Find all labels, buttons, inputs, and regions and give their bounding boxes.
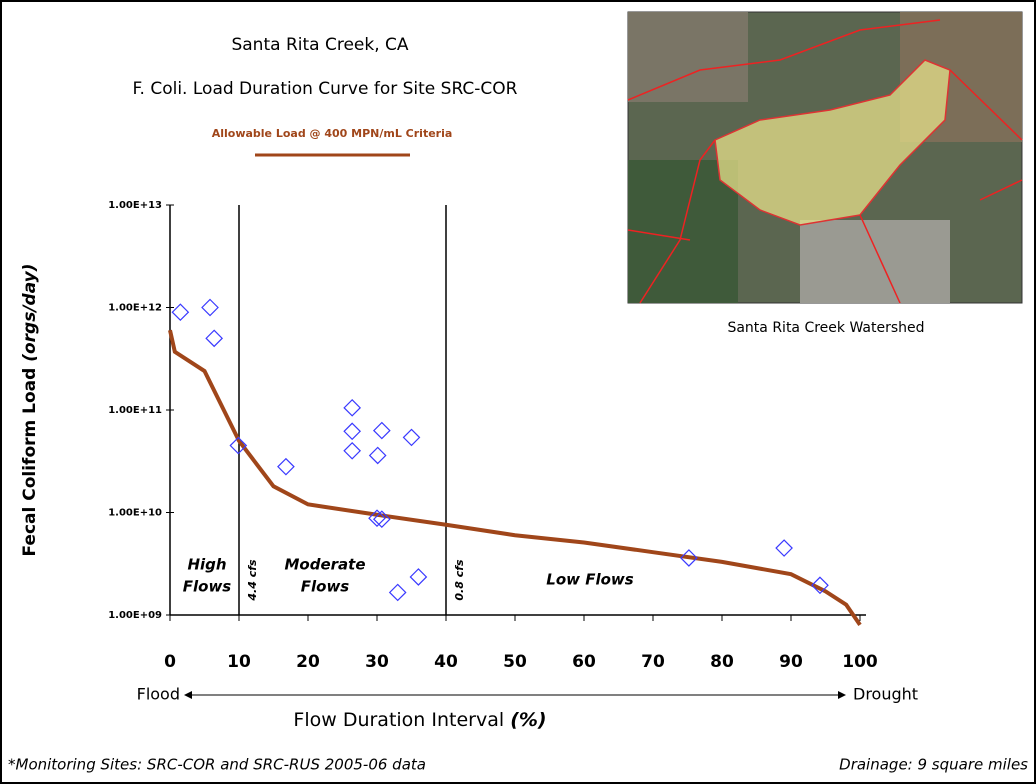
x-tick-label: 100 [842,652,878,672]
y-label-text: Fecal Coliform Load [20,362,40,557]
x-tick-label: 50 [503,652,527,672]
sample-point [343,441,362,460]
sample-point [205,329,224,348]
y-tick-label: 1.00E+09 [108,610,162,621]
flow-zone-label: Flows [183,578,232,596]
flow-zone-label: High [187,556,226,574]
x-tick-label: 0 [164,652,176,672]
x-tick-label: 40 [434,652,458,672]
map-area [800,220,950,303]
chart-title: Santa Rita Creek, CA [231,35,408,55]
x-tick-label: 20 [296,652,320,672]
y-tick-label: 1.00E+13 [108,200,162,211]
y-tick-label: 1.00E+12 [108,303,162,314]
x-tick-label: 60 [572,652,596,672]
range-arrow [184,691,846,699]
sample-point [229,436,248,455]
sample-point [368,509,386,528]
sample-point [402,428,421,447]
map-caption: Santa Rita Creek Watershed [727,320,924,336]
sample-point [343,398,362,417]
watershed [714,59,951,226]
footnote: *Monitoring Sites: SRC-COR and SRC-RUS 2… [8,756,426,774]
map-area [628,12,748,102]
x-tick-label: 10 [227,652,251,672]
sample-point [368,446,387,465]
load-curve [168,329,862,627]
y-label-unit: (orgs/day) [20,263,40,361]
map-inset [627,11,1023,304]
sample-point [811,576,829,595]
drainage: Drainage: 9 square miles [839,756,1028,774]
x-tick-label: 90 [779,652,803,672]
sample-point [775,539,793,557]
x-tick-label: 30 [365,652,389,672]
flow-zone-label: Low Flows [546,571,633,589]
x-tick-label: 70 [641,652,665,672]
threshold-label: 0.8 cfs [453,559,466,601]
y-tick-label: 1.00E+10 [108,508,162,519]
map-area [628,160,738,303]
sample-point [409,568,428,586]
flow-zone-label: Flows [301,578,350,596]
sample-point [372,421,391,440]
boundary [627,19,1023,304]
legend-label: Allowable Load @ 400 MPN/mL Criteria [212,127,453,140]
drought-label: Drought [853,685,918,704]
sample-point [201,298,219,317]
chart-subtitle: F. Coli. Load Duration Curve for Site SR… [132,79,517,99]
sample-point [372,510,391,529]
x-tick-label: 80 [710,652,734,672]
x-label-unit: (%) [510,709,546,731]
x-axis-label: Flow Duration Interval (%) [293,709,546,731]
sample-point [388,583,407,602]
sample-point [171,303,190,322]
sample-point [277,457,295,476]
sample-point [343,422,362,441]
flow-zone-label: Moderate [284,556,365,574]
sample-point [680,549,698,567]
x-label-text: Flow Duration Interval [293,709,510,731]
flood-label: Flood [137,685,180,704]
threshold-label: 4.4 cfs [246,559,259,602]
y-axis-label: Fecal Coliform Load (orgs/day) [20,263,40,556]
y-tick-label: 1.00E+11 [108,405,162,416]
